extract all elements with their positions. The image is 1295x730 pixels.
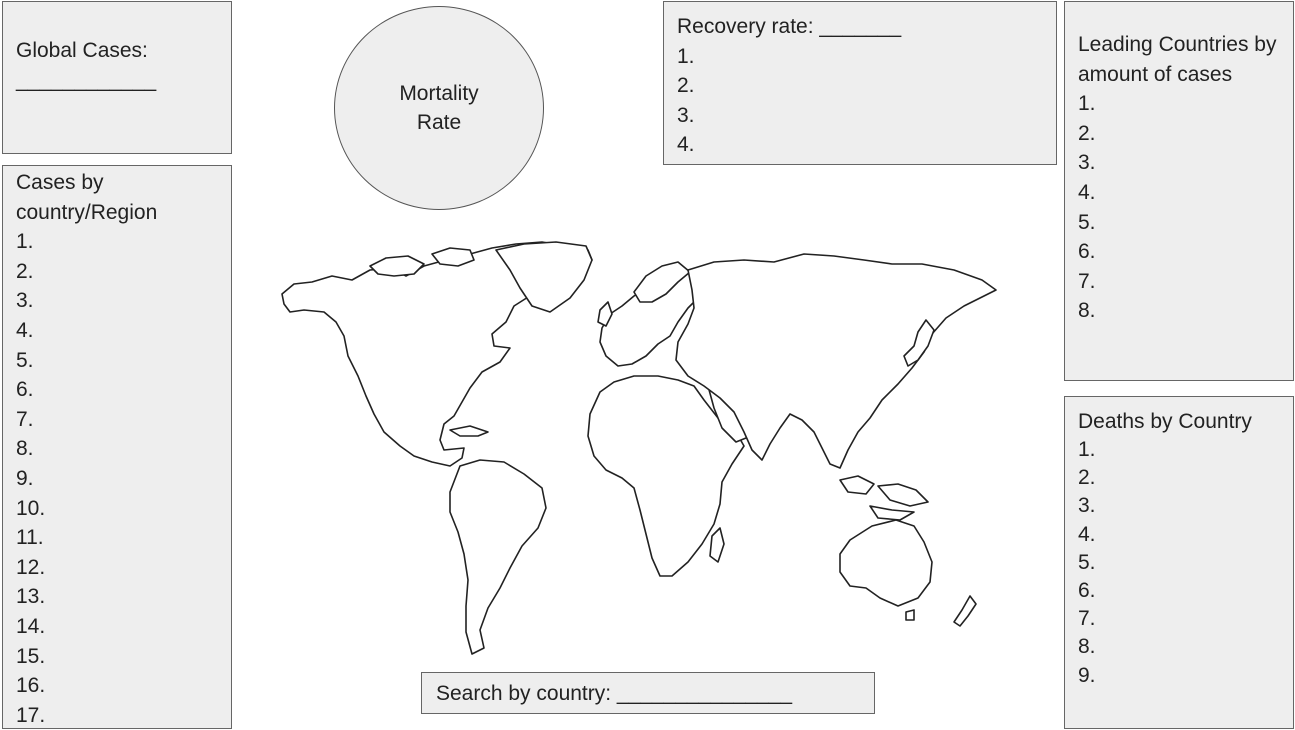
list-item: 6. bbox=[1078, 240, 1096, 264]
list-item: 4. bbox=[1078, 180, 1096, 204]
list-item: 1. bbox=[16, 230, 34, 254]
list-item: 7. bbox=[1078, 607, 1096, 631]
greenland-outline bbox=[495, 241, 593, 313]
global-cases-panel: Global Cases: ____________ bbox=[2, 1, 232, 154]
new-zealand-outline bbox=[953, 595, 977, 627]
list-item: 2. bbox=[1078, 466, 1096, 490]
list-item: 5. bbox=[1078, 210, 1096, 234]
list-item: 10. bbox=[16, 496, 46, 520]
tasmania-outline bbox=[905, 609, 915, 621]
africa-outline bbox=[587, 375, 745, 577]
list-item: 4. bbox=[16, 318, 34, 342]
list-item: 8. bbox=[16, 437, 34, 461]
deaths-by-country-list: 1. 2. 3. 4. 5. 6. 7. 8. 9. bbox=[1078, 436, 1280, 690]
list-item: 14. bbox=[16, 614, 46, 638]
deaths-by-country-panel: Deaths by Country 1. 2. 3. 4. 5. 6. 7. 8… bbox=[1064, 396, 1294, 729]
list-item: 2. bbox=[16, 259, 34, 283]
list-item: 3. bbox=[1078, 151, 1096, 175]
south-america-outline bbox=[449, 459, 547, 655]
list-item: 15. bbox=[16, 644, 46, 668]
north-america-outline bbox=[281, 241, 593, 467]
list-item: 2. bbox=[677, 74, 695, 98]
list-item: 11. bbox=[16, 526, 44, 550]
cases-by-region-title: Cases by country/Region bbox=[16, 171, 158, 224]
leading-countries-list: 1. 2. 3. 4. 5. 6. 7. 8. bbox=[1078, 89, 1280, 326]
caribbean-islands-outline bbox=[449, 425, 489, 437]
southeast-asia-islands-outline bbox=[839, 475, 875, 495]
list-item: 9. bbox=[1078, 663, 1096, 687]
deaths-by-country-title: Deaths by Country bbox=[1078, 410, 1252, 433]
madagascar-outline bbox=[709, 527, 725, 563]
leading-countries-title: Leading Countries by amount of cases bbox=[1078, 33, 1277, 86]
search-by-country-label: Search by country: _______________ bbox=[436, 682, 793, 705]
recovery-rate-list: 1. 2. 3. 4. bbox=[677, 42, 1043, 160]
list-item: 8. bbox=[1078, 299, 1096, 323]
world-map-icon[interactable] bbox=[274, 236, 1004, 660]
australia-outline bbox=[839, 519, 933, 607]
list-item: 1. bbox=[1078, 438, 1096, 461]
list-item: 12. bbox=[16, 555, 46, 579]
list-item: 17. bbox=[16, 703, 46, 727]
list-item: 5. bbox=[1078, 550, 1096, 574]
list-item: 1. bbox=[677, 44, 695, 68]
list-item: 3. bbox=[1078, 494, 1096, 518]
scandinavia-outline bbox=[633, 261, 691, 303]
arctic-islands-outline bbox=[431, 247, 475, 267]
list-item: 2. bbox=[1078, 121, 1096, 145]
list-item: 16. bbox=[16, 674, 46, 698]
europe-outline bbox=[599, 269, 705, 367]
list-item: 13. bbox=[16, 585, 46, 609]
southeast-asia-islands-outline bbox=[869, 505, 915, 521]
recovery-rate-title: Recovery rate: _______ bbox=[677, 15, 902, 38]
asia-outline bbox=[675, 253, 997, 469]
cases-by-region-panel: Cases by country/Region 1. 2. 3. 4. 5. 6… bbox=[2, 165, 232, 729]
global-cases-value-blank: ____________ bbox=[16, 68, 157, 92]
global-cases-label: Global Cases: bbox=[16, 39, 148, 62]
list-item: 3. bbox=[16, 289, 34, 313]
list-item: 1. bbox=[1078, 92, 1096, 116]
british-isles-outline bbox=[597, 301, 613, 327]
mortality-rate-circle: Mortality Rate bbox=[334, 6, 544, 210]
cases-by-region-list: 1. 2. 3. 4. 5. 6. 7. 8. 9. 10. 11. 12. 1… bbox=[16, 227, 218, 730]
list-item: 7. bbox=[1078, 269, 1096, 293]
list-item: 4. bbox=[1078, 522, 1096, 546]
list-item: 4. bbox=[677, 133, 695, 157]
southeast-asia-islands-outline bbox=[877, 483, 929, 507]
list-item: 6. bbox=[16, 378, 34, 402]
search-by-country-field[interactable]: Search by country: _______________ bbox=[421, 672, 875, 714]
list-item: 7. bbox=[16, 407, 34, 431]
list-item: 5. bbox=[16, 348, 34, 372]
leading-countries-panel: Leading Countries by amount of cases 1. … bbox=[1064, 1, 1294, 381]
japan-outline bbox=[903, 319, 935, 367]
list-item: 8. bbox=[1078, 635, 1096, 659]
arctic-islands-outline bbox=[369, 255, 425, 277]
list-item: 6. bbox=[1078, 579, 1096, 603]
list-item: 9. bbox=[16, 466, 34, 490]
list-item: 3. bbox=[677, 103, 695, 127]
recovery-rate-panel: Recovery rate: _______ 1. 2. 3. 4. bbox=[663, 1, 1057, 165]
mortality-rate-label: Mortality Rate bbox=[399, 82, 479, 134]
